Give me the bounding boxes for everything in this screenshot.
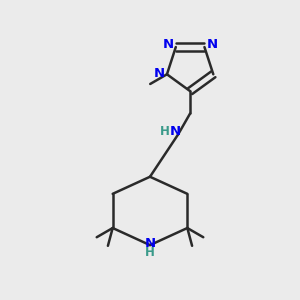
Text: N: N [154,67,165,80]
Text: N: N [206,38,218,51]
Text: N: N [170,125,181,138]
Text: H: H [145,246,155,259]
Text: H: H [160,125,170,138]
Text: N: N [144,237,156,250]
Text: N: N [163,38,174,51]
